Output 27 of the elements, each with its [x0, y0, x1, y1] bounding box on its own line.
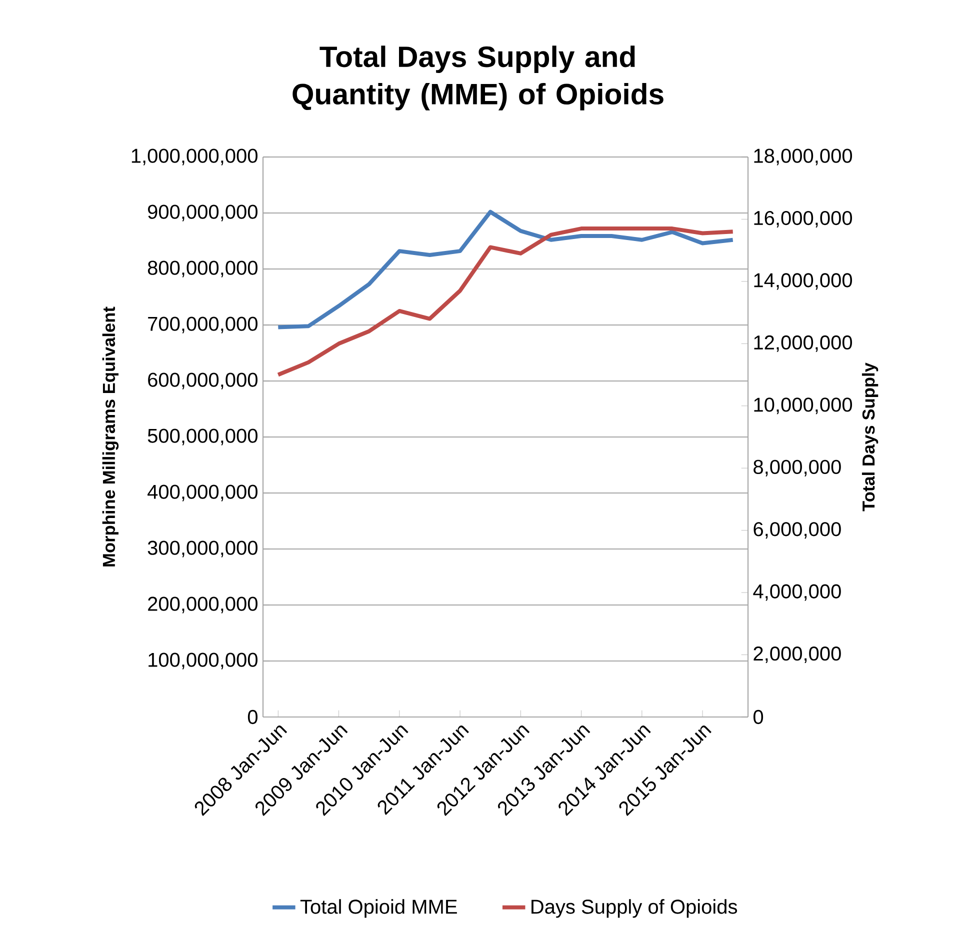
y2-tick-label: 10,000,000: [754, 398, 852, 414]
y-tick-label: 600,000,000: [148, 372, 258, 390]
y-tick-label: 700,000,000: [148, 316, 258, 334]
chart-title: Total Days Supply and Quantity (MME) of Opioids: [292, 46, 664, 110]
y-tick-label: 0: [248, 710, 258, 724]
y2-tick-label: 18,000,000: [754, 148, 852, 166]
y-tick-label: 400,000,000: [148, 484, 258, 502]
y2-axis-title: Total Days Supply: [862, 362, 878, 512]
y-tick-label: 800,000,000: [148, 260, 258, 278]
y-tick-label: 500,000,000: [148, 428, 258, 446]
legend-label: Total Opioid MME: [300, 899, 457, 918]
y2-tick-label: 12,000,000: [754, 335, 852, 352]
y-tick-label: 900,000,000: [148, 204, 258, 222]
y-tick-label: 100,000,000: [148, 652, 258, 670]
y2-tick-label: 16,000,000: [754, 210, 852, 228]
y2-tick-label: 2,000,000: [754, 646, 841, 664]
legend-label: Days Supply of Opioids: [532, 899, 738, 918]
y2-tick-label: 8,000,000: [754, 460, 841, 476]
y-axis-title: Morphine Milligrams Equivalent: [102, 306, 119, 566]
y-tick-label: 200,000,000: [148, 596, 258, 614]
y-tick-label: 1,000,000,000: [132, 148, 258, 166]
y-tick-label: 300,000,000: [148, 540, 258, 558]
y2-tick-label: 6,000,000: [754, 522, 841, 539]
line-series: [276, 210, 735, 330]
y2-tick-label: 14,000,000: [754, 273, 852, 290]
y2-tick-label: 0: [753, 710, 764, 724]
y2-tick-label: 4,000,000: [753, 584, 841, 601]
